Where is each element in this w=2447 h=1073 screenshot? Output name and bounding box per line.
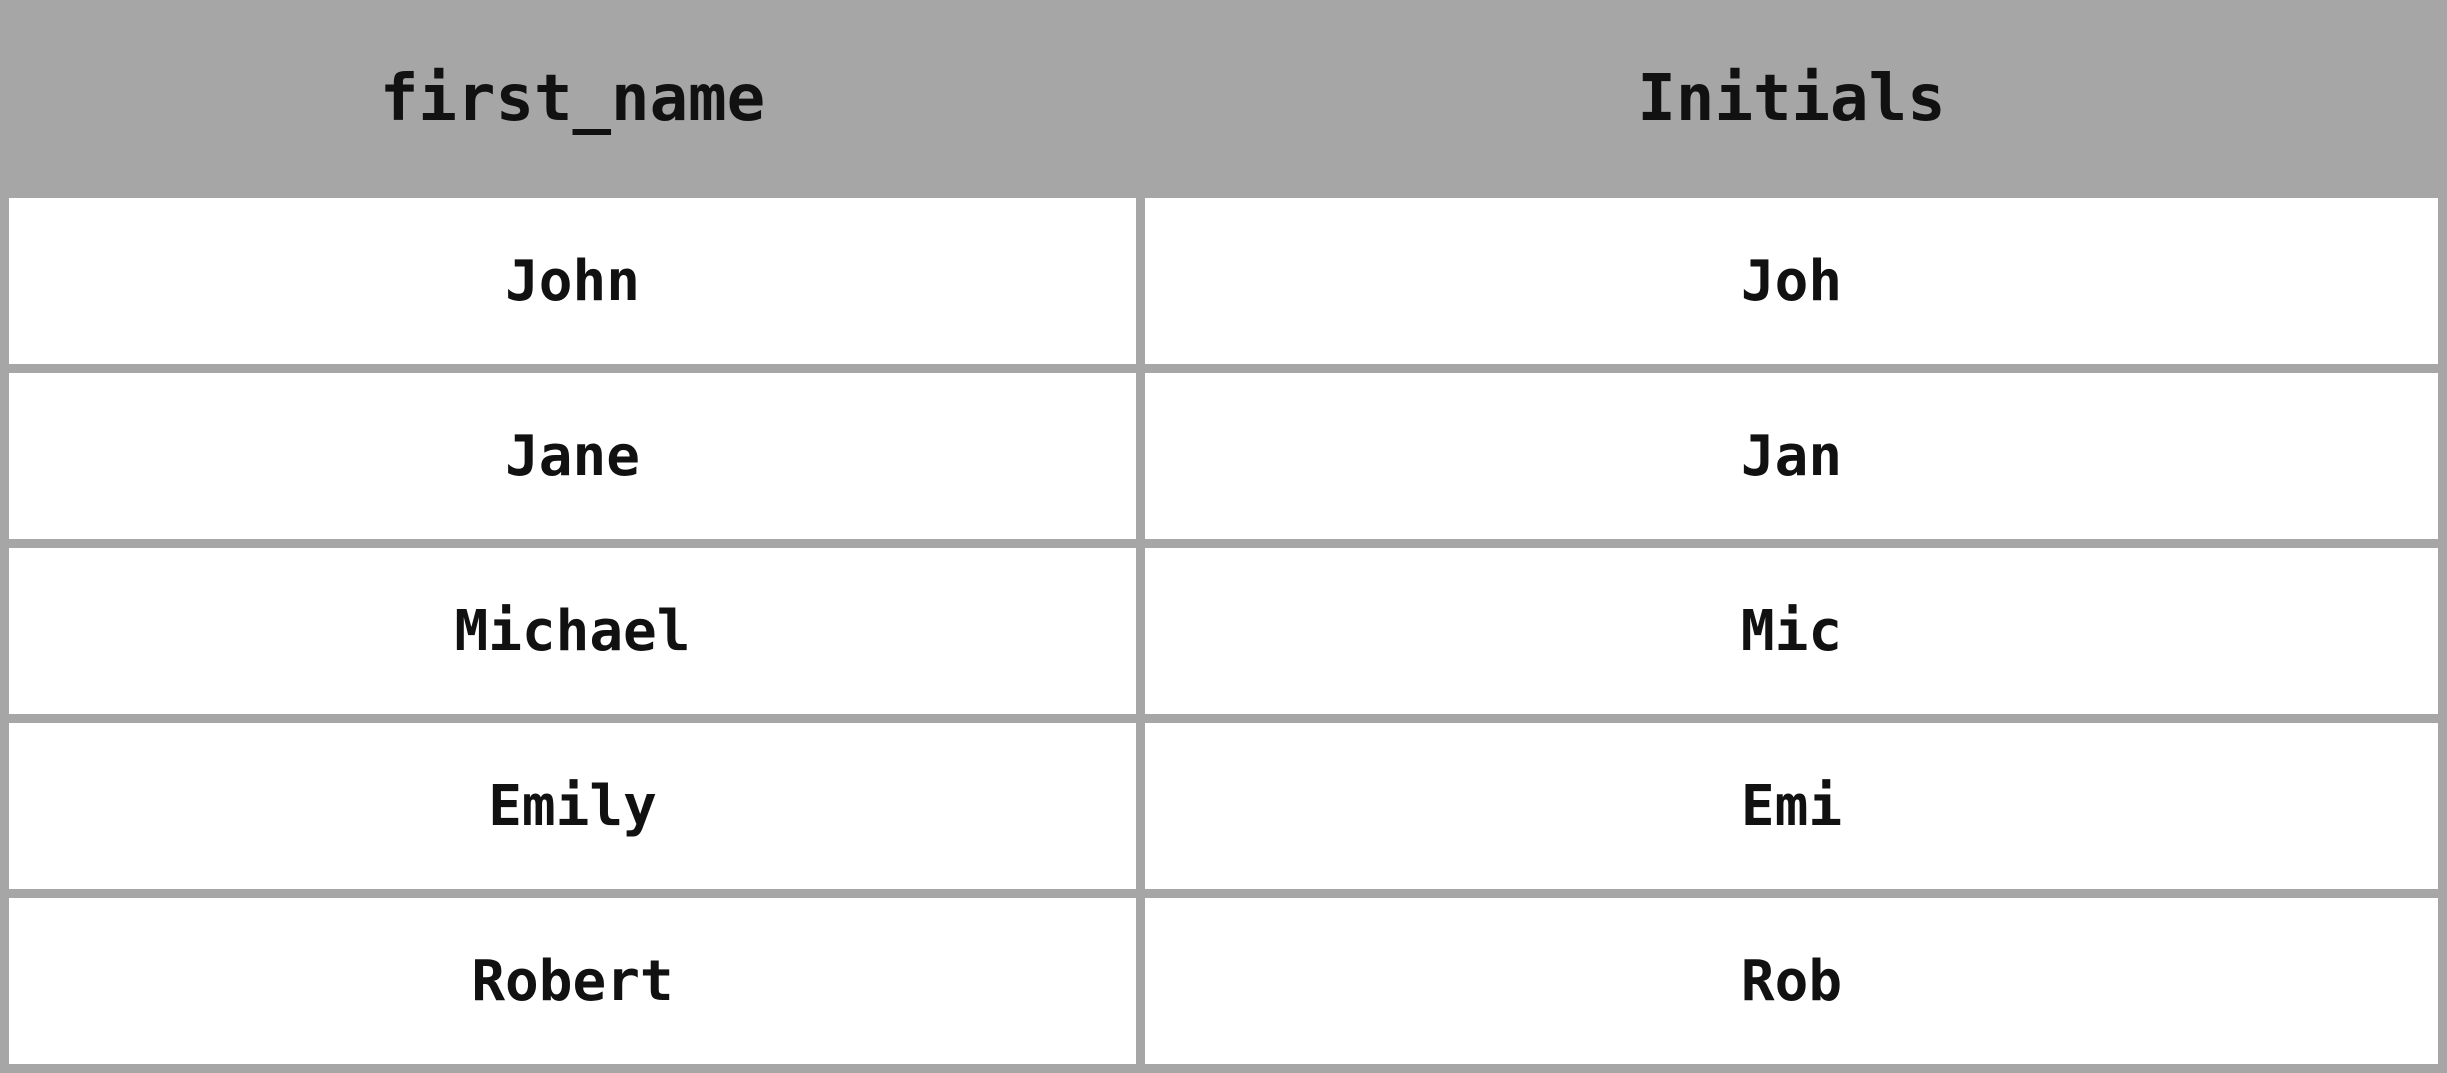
cell-initials: Joh <box>1136 189 2447 373</box>
table-row: Michael Mic <box>0 539 2447 723</box>
table-row: Emily Emi <box>0 714 2447 898</box>
cell-initials: Rob <box>1136 889 2447 1073</box>
cell-first-name: Robert <box>0 889 1145 1073</box>
table-row: Jane Jan <box>0 364 2447 548</box>
cell-first-name: John <box>0 189 1145 373</box>
header-row: first_name Initials <box>0 0 2447 198</box>
table-row: John Joh <box>0 189 2447 373</box>
cell-first-name: Jane <box>0 364 1145 548</box>
cell-initials: Mic <box>1136 539 2447 723</box>
cell-first-name: Emily <box>0 714 1145 898</box>
cell-first-name: Michael <box>0 539 1145 723</box>
column-header-first-name: first_name <box>0 0 1145 198</box>
cell-initials: Jan <box>1136 364 2447 548</box>
table-row: Robert Rob <box>0 889 2447 1073</box>
cell-initials: Emi <box>1136 714 2447 898</box>
column-header-initials: Initials <box>1136 0 2447 198</box>
